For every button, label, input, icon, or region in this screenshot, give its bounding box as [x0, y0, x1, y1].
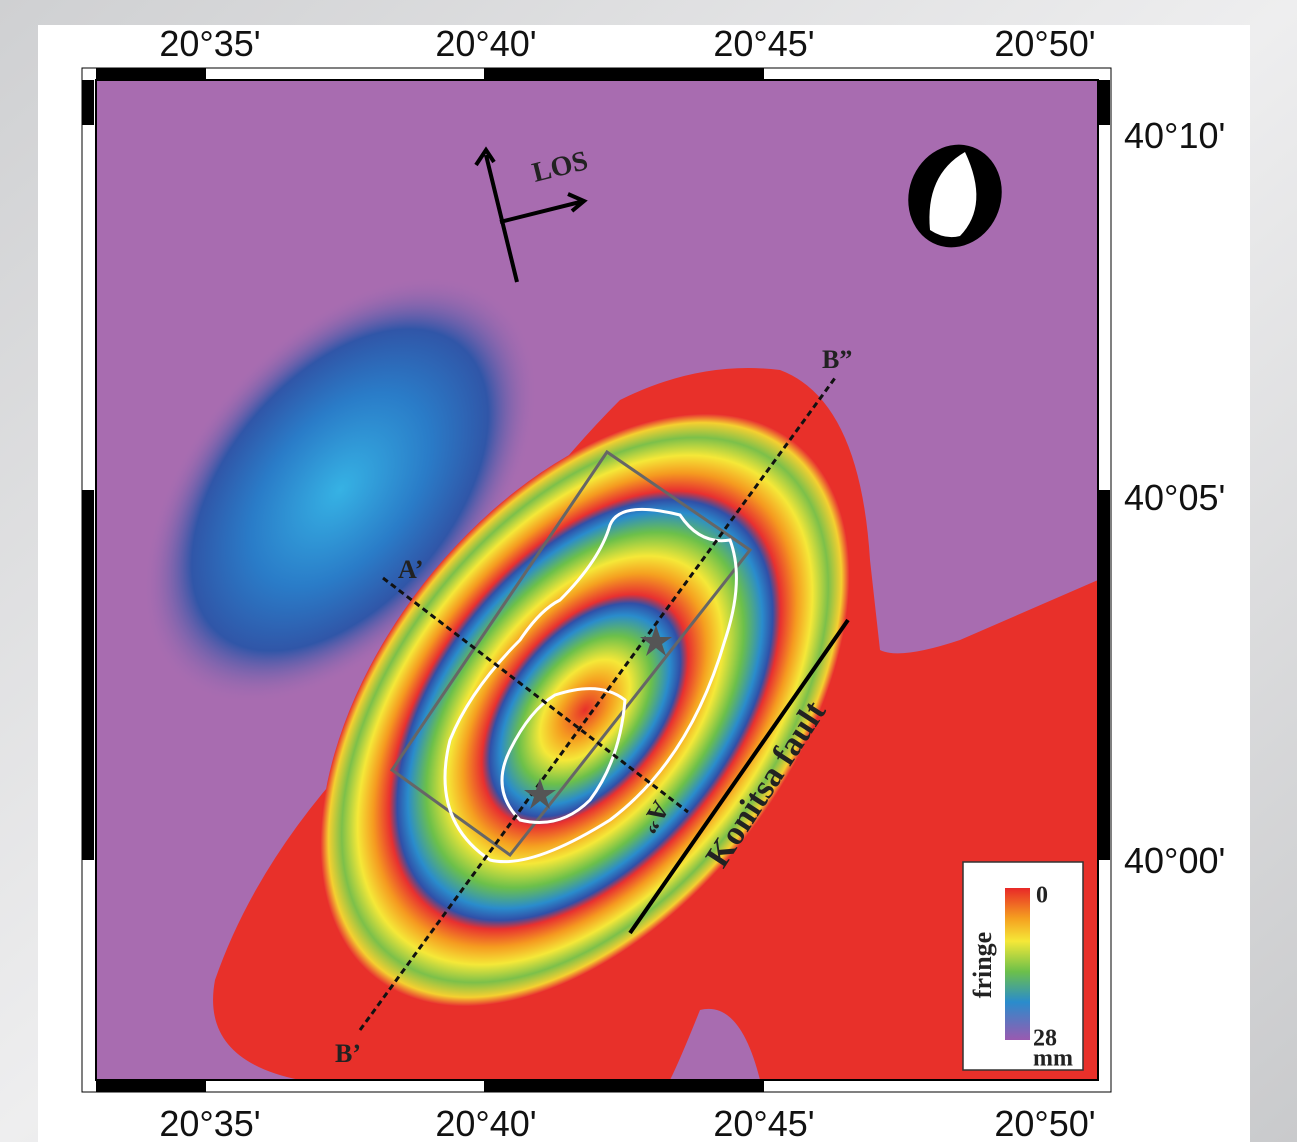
interferogram	[96, 80, 1098, 1080]
lon-label: 20°45'	[713, 1103, 814, 1142]
profile-label: B’	[335, 1039, 361, 1068]
lon-label: 20°40'	[435, 1103, 536, 1142]
frame	[81, 67, 1112, 1093]
lon-label: 20°45'	[713, 23, 814, 64]
lat-label: 40°05'	[1124, 477, 1225, 518]
profile-label: A’	[398, 555, 424, 584]
lon-label: 20°50'	[994, 1103, 1095, 1142]
profile-label: B”	[822, 345, 852, 374]
lat-label: 40°00'	[1124, 840, 1225, 881]
legend: fringe 0 28 mm	[962, 861, 1084, 1072]
legend-bottom: 28	[1033, 1026, 1057, 1052]
axis-labels: 20°35' 20°35' 20°40' 20°40' 20°45' 20°45' 20°5…	[159, 23, 1225, 1144]
legend-top: 0	[1036, 883, 1048, 909]
legend-title: fringe	[968, 932, 997, 998]
lon-label: 20°50'	[994, 23, 1095, 64]
lat-label: 40°10'	[1124, 115, 1225, 156]
lon-label: 20°35'	[159, 1103, 260, 1142]
lon-label: 20°35'	[159, 23, 260, 64]
legend-unit: mm	[1033, 1046, 1073, 1072]
lon-label: 20°40'	[435, 23, 536, 64]
overlays	[358, 144, 1002, 1031]
